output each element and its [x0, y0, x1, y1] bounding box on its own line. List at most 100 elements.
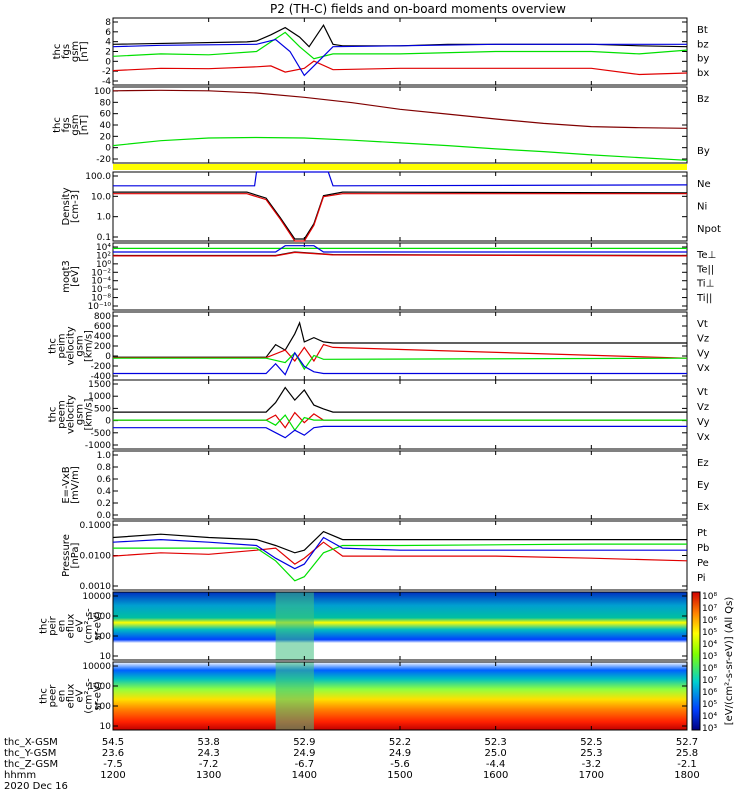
- y-tick-label: -200: [91, 362, 112, 372]
- series-line: [112, 89, 688, 129]
- orbit-value: -2.1: [677, 759, 697, 770]
- date-label: 2020 Dec 16: [4, 781, 68, 792]
- orbit-value: -7.5: [103, 759, 123, 770]
- orbit-value: -3.2: [582, 759, 602, 770]
- legend-entry: Ez: [697, 458, 709, 469]
- y-tick-label: 100.0: [85, 172, 111, 182]
- legend-entry: bz: [697, 39, 709, 50]
- colorbar-tick-label: 10⁵: [702, 628, 717, 638]
- legend-entry: Pb: [697, 543, 709, 554]
- legend-entry: Vx: [697, 363, 710, 374]
- y-axis-label: peer: [48, 684, 59, 708]
- y-tick-label: 10⁻¹⁰: [88, 302, 112, 312]
- y-axis-label: [mV/m]: [70, 466, 81, 504]
- y-axis-label: en: [57, 620, 68, 633]
- y-tick-label: 0.8: [97, 463, 112, 473]
- y-tick-label: 0: [105, 144, 111, 154]
- y-tick-label: 60: [100, 110, 112, 120]
- y-axis-label: thc: [52, 44, 63, 60]
- y-tick-label: 0: [105, 57, 111, 67]
- y-tick-label: 100: [94, 702, 111, 712]
- y-tick-label: 100: [94, 632, 111, 642]
- legend-entry: Pt: [697, 528, 707, 539]
- colorbar-tick-label: 10³: [702, 652, 717, 662]
- colorbar-tick-label: 10⁶: [702, 688, 717, 698]
- series-line: [113, 351, 687, 376]
- y-tick-label: 1.0: [97, 213, 112, 223]
- panel-frame: [112, 242, 688, 311]
- y-tick-label: 6: [105, 28, 111, 38]
- y-tick-label: 40: [100, 121, 112, 131]
- orbit-value: 25.3: [580, 748, 602, 759]
- series-line: [113, 193, 687, 242]
- y-axis-label: thc: [39, 688, 50, 704]
- series-line: [113, 414, 687, 432]
- y-axis-label: fgs: [61, 44, 72, 59]
- series-line: [112, 136, 688, 161]
- colorbar-image: [691, 591, 701, 731]
- panel-peem_velocity: 1500 1000 500 0 -500 -1000 thcpeemvelocitygsm[…: [48, 379, 710, 451]
- panel-peer_spectrogram: 10000 1000 100 10 thcpeerenefluxeV(cm²-s-sr-…: [39, 661, 688, 732]
- legend-entry: Vz: [697, 402, 709, 413]
- series-line: [112, 530, 687, 554]
- orbit-value: 54.5: [102, 737, 124, 748]
- y-tick-label: 1500: [88, 380, 111, 390]
- series-line: [113, 343, 688, 363]
- y-axis-label: eflux: [66, 614, 77, 639]
- y-tick-label: 10000: [82, 662, 111, 672]
- legend-entry: Vy: [697, 348, 710, 359]
- series-line: [113, 543, 687, 582]
- panel-frame: [112, 379, 688, 450]
- y-tick-label: 4: [105, 38, 111, 48]
- colorbar-tick-label: 10³: [702, 724, 717, 734]
- orbit-value: 25.8: [676, 748, 698, 759]
- spectrogram-group: 10000100010010thcpeirenefluxeV(cm²-s-sr-…: [39, 591, 688, 732]
- colorbar: 10⁸ 10⁷ 10⁶ 10⁵ 10⁴ 10³ 10⁸ 10⁷ 10⁶ 10⁵ 10⁴ 10³ [eV/…: [691, 591, 735, 734]
- figure-title: P2 (TH-C) fields and on-board moments ov…: [270, 2, 566, 16]
- orbit-value: 52.3: [485, 737, 507, 748]
- legend-entry: Vx: [697, 432, 710, 443]
- time-tick-label: 1300: [196, 770, 221, 781]
- orbit-value: 24.9: [389, 748, 411, 759]
- y-tick-label: 10.0: [91, 192, 111, 202]
- y-tick-label: 0.0010: [80, 582, 112, 592]
- colorbar-tick-label: 10⁷: [702, 604, 717, 614]
- time-tick-label: 1500: [387, 770, 412, 781]
- y-tick-label: 1000: [88, 392, 111, 402]
- series-line: [112, 541, 688, 565]
- spectrogram-image: [113, 592, 687, 660]
- y-axis-label: peim: [57, 333, 68, 358]
- colorbar-label: [eV/(cm²-s-sr-eV)] (All Qs): [724, 597, 735, 726]
- orbit-value: 24.3: [198, 748, 220, 759]
- orbit-value: 24.9: [293, 748, 315, 759]
- y-tick-label: 10⁻²: [91, 268, 111, 278]
- time-tick-label: 1800: [674, 770, 699, 781]
- panel-frame: [112, 450, 688, 520]
- panel-frame: [112, 171, 688, 242]
- colorbar-tick-label: 10⁴: [702, 640, 717, 650]
- y-tick-label: 2: [105, 48, 111, 58]
- time-axis: thc_X-GSM 54.5 53.8 52.9 52.2 52.3 52.5 52.7 thc…: [4, 737, 700, 792]
- y-tick-label: 0.4: [97, 487, 112, 497]
- y-axis-label: velocity: [66, 326, 77, 365]
- colorbar-tick-label: 10⁴: [702, 712, 717, 722]
- panel-density: 100.0 10.0 1.0 0.1 Density[cm-3] Ne Ni Npot: [61, 171, 721, 243]
- y-axis-label: [km/s]: [84, 330, 95, 362]
- series-line: [112, 60, 688, 76]
- spectrogram-event-band: [275, 592, 314, 660]
- y-tick-label: 10⁴: [96, 243, 111, 253]
- legend-entry: Ti⊥: [696, 279, 714, 290]
- orbit-value: 52.2: [389, 737, 411, 748]
- panel-efield: 1.0 0.8 0.6 0.4 0.2 0.0 E=-VxB[mV/m] Ez Ey Ex: [61, 450, 709, 521]
- y-tick-label: 10⁻⁸: [91, 294, 111, 304]
- colorbar-tick-label: 10⁸: [702, 592, 717, 602]
- y-axis-label: sr-eV): [93, 681, 104, 710]
- panel-peir_spectrogram: 10000 1000 100 10 thcpeirenefluxeV(cm²-s-sr-…: [39, 591, 688, 662]
- series-line: [113, 321, 687, 358]
- panel-pressure: 0.1000 0.0100 0.0010 Pressure[nPa] Pt Pb Pe Pi: [61, 520, 709, 592]
- y-tick-label: 10⁰: [96, 260, 111, 270]
- y-tick-label: 8: [105, 18, 111, 28]
